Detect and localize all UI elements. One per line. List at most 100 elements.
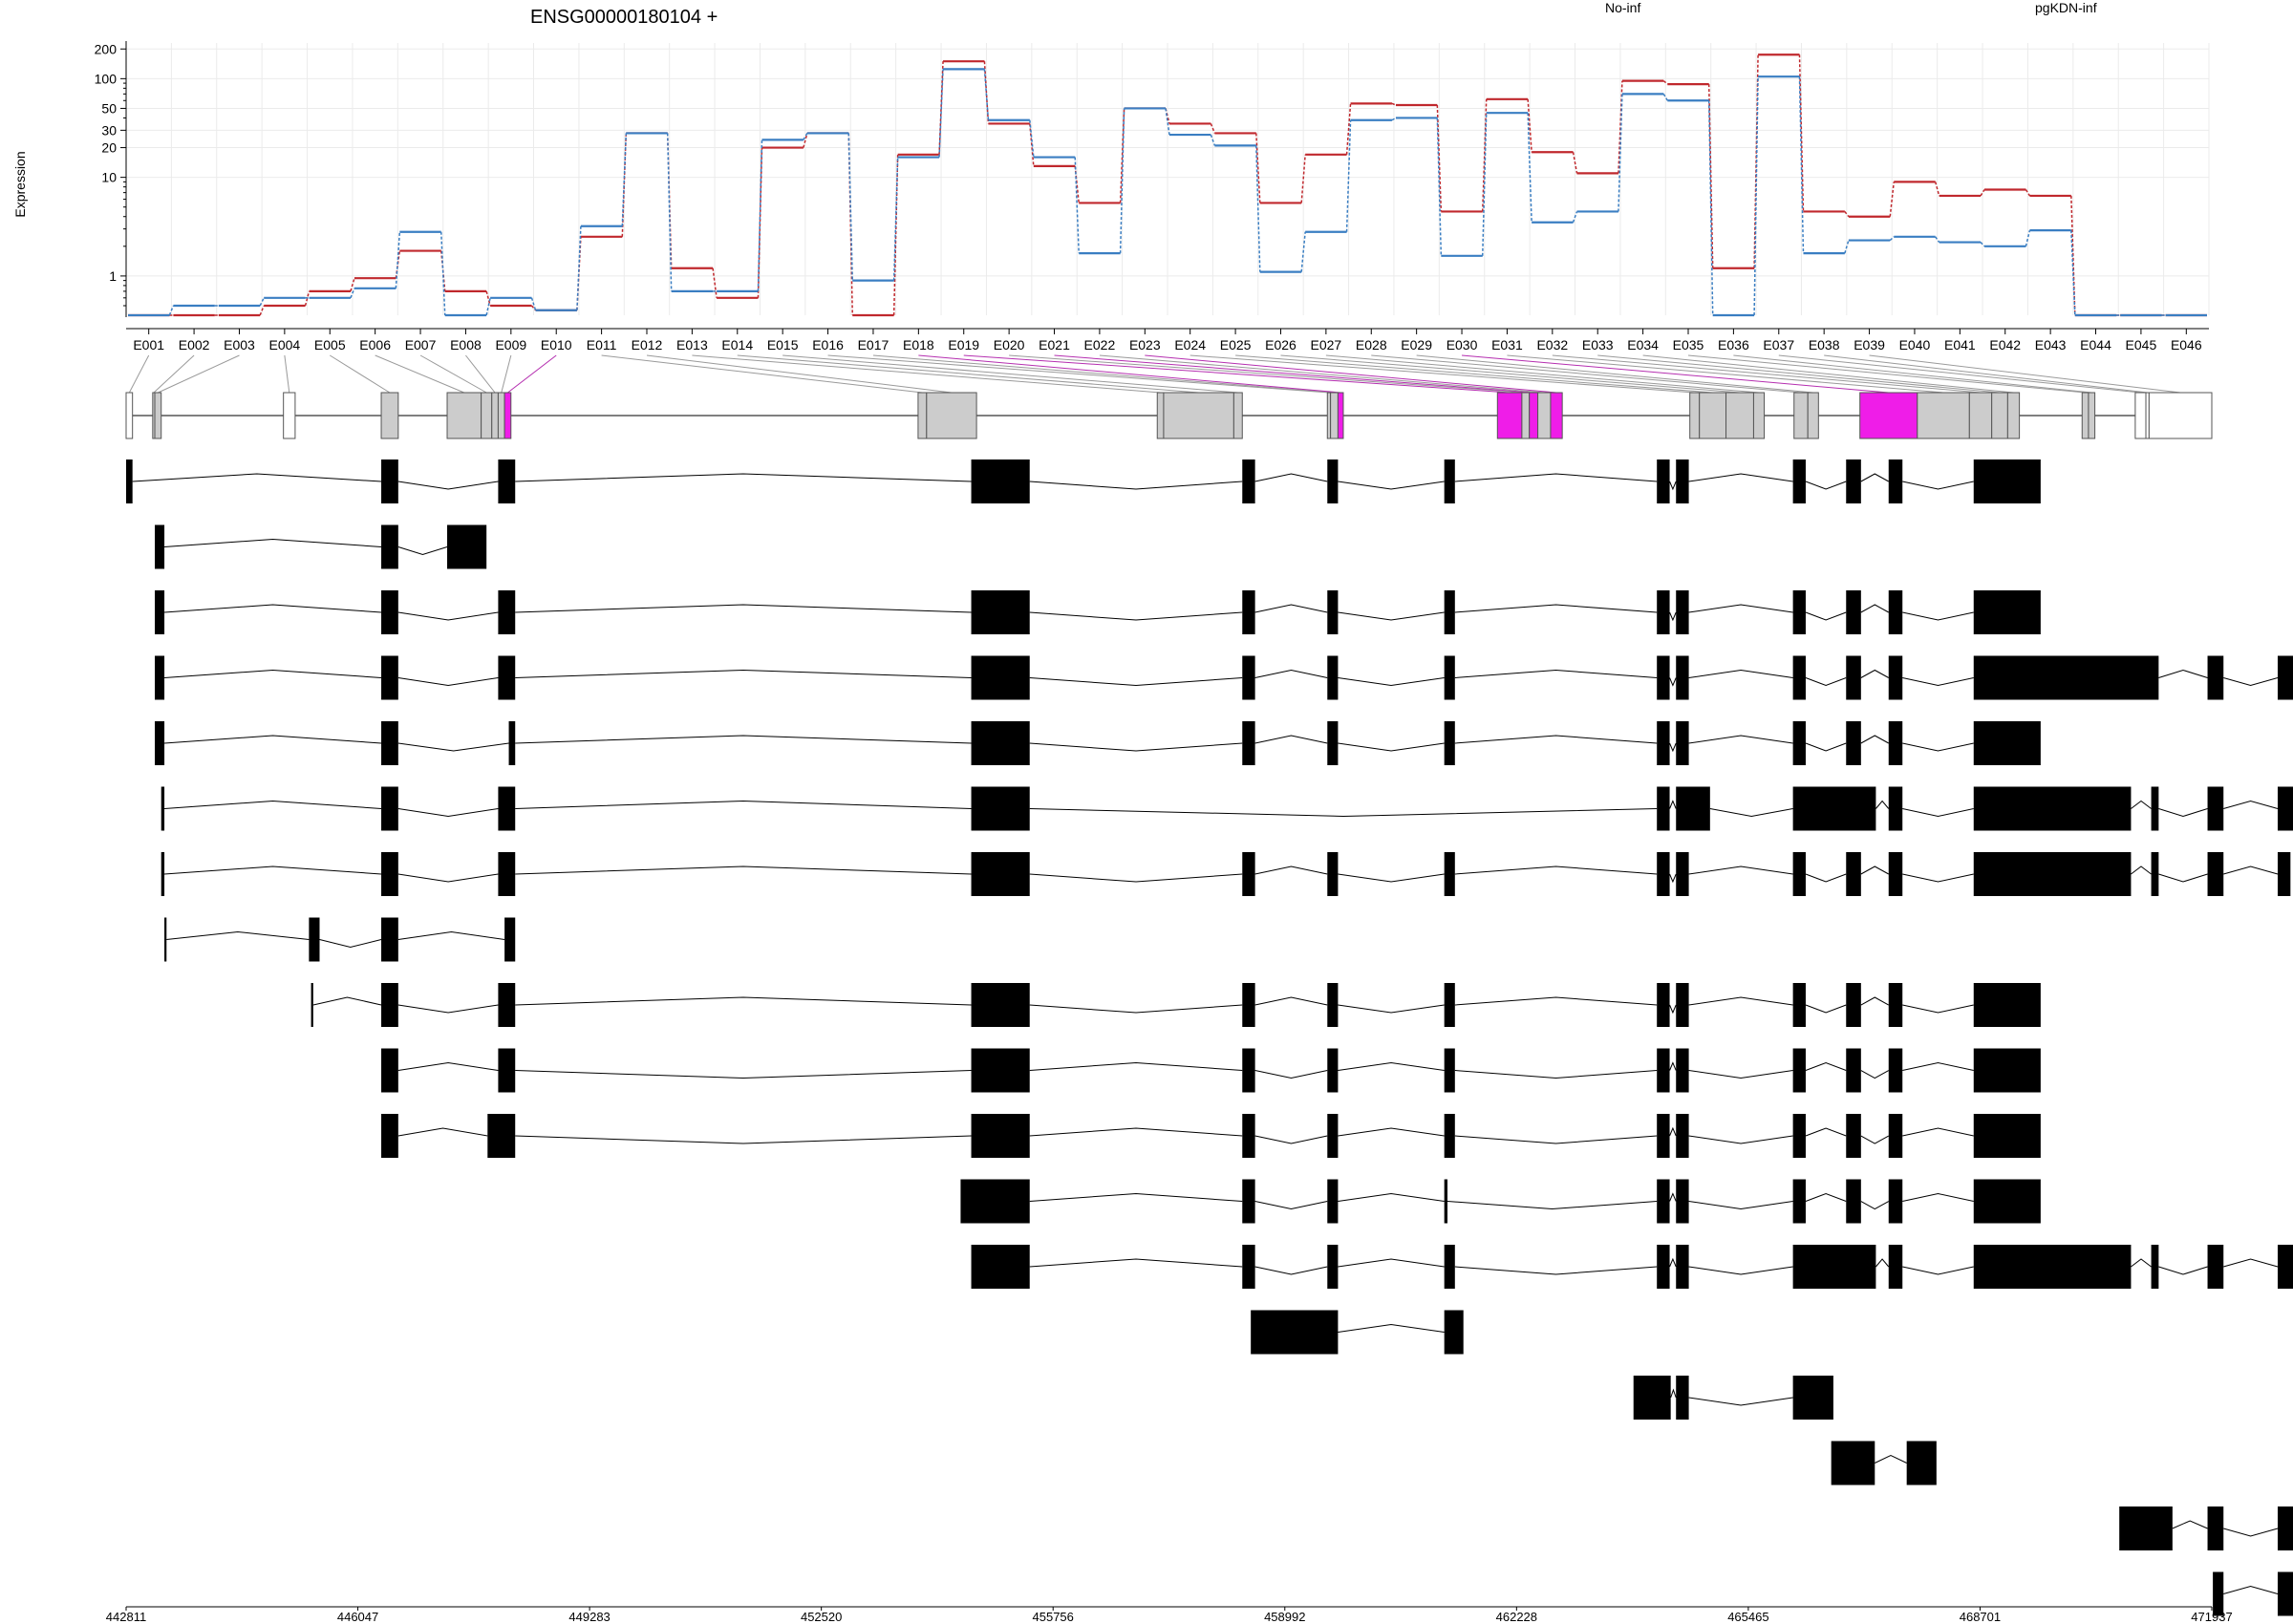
exon-block	[498, 459, 516, 503]
exon-bin	[1521, 392, 1531, 439]
exon-bin	[1807, 392, 1819, 439]
series-jump	[1527, 98, 1532, 153]
series-jump	[1345, 119, 1352, 232]
intron-line	[1902, 1004, 1974, 1014]
series-jump	[1935, 236, 1940, 243]
x-tick-label: E038	[1809, 337, 1840, 353]
series-jump	[1662, 80, 1668, 85]
exon-block	[1676, 1048, 1689, 1093]
series-jump	[1707, 84, 1714, 268]
exon-block	[1327, 1245, 1339, 1289]
series-jump	[1618, 94, 1623, 212]
intron-line	[1338, 1192, 1445, 1202]
bin-connector	[918, 354, 1341, 394]
exon-bin	[2081, 392, 2089, 439]
exon-block	[1846, 1114, 1861, 1158]
exon-block	[498, 983, 516, 1027]
genome-tick-label: 468701	[1960, 1610, 2001, 1624]
bin-connector	[1869, 354, 2181, 394]
intron-line	[397, 930, 505, 940]
exon-bin	[2148, 392, 2213, 439]
intron-line	[1669, 800, 1677, 809]
exon-bin	[1699, 392, 1727, 439]
series-jump	[1029, 119, 1035, 158]
intron-line	[1029, 742, 1243, 752]
intron-line	[1454, 865, 1658, 875]
legend-label-pgkdn-inf: pgKDN-inf	[2035, 0, 2097, 15]
exon-bin	[1529, 392, 1539, 439]
exon-block	[1792, 786, 1876, 831]
exon-block	[2277, 1245, 2293, 1289]
series-jump	[168, 305, 175, 316]
bin-connector	[601, 354, 923, 394]
exon-bin	[380, 392, 399, 439]
intron-line	[1688, 1266, 1793, 1275]
bin-connector	[692, 354, 1161, 394]
exon-block	[971, 1048, 1030, 1093]
intron-line	[397, 611, 499, 621]
intron-line	[1902, 808, 1974, 818]
intron-line	[1669, 1004, 1677, 1015]
exon-block	[1676, 1179, 1689, 1224]
x-tick-label: E040	[1899, 337, 1931, 353]
y-tick-label: 50	[101, 100, 117, 116]
intron-line	[1669, 1061, 1677, 1071]
intron-line	[1254, 1266, 1328, 1275]
intron-line	[1669, 611, 1677, 622]
intron-line	[1860, 1201, 1889, 1210]
intron-line	[1029, 1004, 1243, 1014]
intron-line	[1805, 1127, 1847, 1137]
exon-block	[1444, 1114, 1455, 1158]
intron-line	[1454, 473, 1658, 482]
x-tick-label: E032	[1536, 337, 1568, 353]
exon-block	[381, 852, 398, 896]
intron-line	[1688, 604, 1793, 613]
intron-line	[2172, 1520, 2208, 1529]
series-pgkdn-inf	[128, 68, 2207, 317]
exon-block	[1846, 721, 1861, 765]
intron-line	[1029, 808, 1658, 818]
bin-connector	[153, 354, 195, 394]
transcript-row	[1831, 1441, 1937, 1485]
bin-connector	[501, 354, 512, 394]
intron-line	[1338, 1323, 1445, 1333]
bin-connector	[1687, 354, 2086, 394]
exon-block	[1657, 1048, 1670, 1093]
exon-block	[1327, 1114, 1339, 1158]
series-jump	[621, 133, 628, 226]
exon-bin	[1550, 392, 1563, 439]
series-jump	[621, 133, 628, 237]
bin-connector	[1778, 354, 2141, 394]
exon-block	[155, 524, 165, 569]
intron-line	[515, 1070, 972, 1079]
transcript-row	[155, 655, 2293, 700]
intron-line	[1688, 473, 1793, 482]
intron-line	[1669, 1126, 1677, 1137]
exon-block	[971, 1245, 1030, 1289]
exon-block	[1657, 1179, 1670, 1224]
intron-line	[1669, 873, 1677, 884]
intron-line	[1875, 1454, 1907, 1464]
intron-line	[1688, 1201, 1793, 1210]
intron-line	[2223, 1258, 2279, 1268]
intron-line	[1454, 1070, 1658, 1079]
series-jump	[1074, 157, 1080, 254]
x-tick-label: E024	[1174, 337, 1206, 353]
intron-line	[515, 1135, 972, 1144]
exon-block	[1676, 721, 1689, 765]
exon-bin	[1337, 392, 1344, 439]
series-jump	[1527, 113, 1532, 223]
intron-line	[1669, 677, 1677, 687]
exon-block	[1973, 1048, 2041, 1093]
x-tick-label: E019	[948, 337, 979, 353]
intron-line	[1688, 865, 1793, 875]
intron-line	[1254, 1135, 1328, 1144]
exon-block	[1792, 852, 1806, 896]
intron-line	[1860, 996, 1889, 1006]
series-jump	[803, 133, 808, 140]
genome-tick-label: 471937	[2191, 1610, 2232, 1624]
genome-axis: 442811 446047 449283 452520 455756 458992 4622…	[106, 1606, 2233, 1624]
exon-block	[155, 590, 165, 634]
series-jump	[1980, 189, 1985, 197]
exon-block	[1242, 1114, 1255, 1158]
